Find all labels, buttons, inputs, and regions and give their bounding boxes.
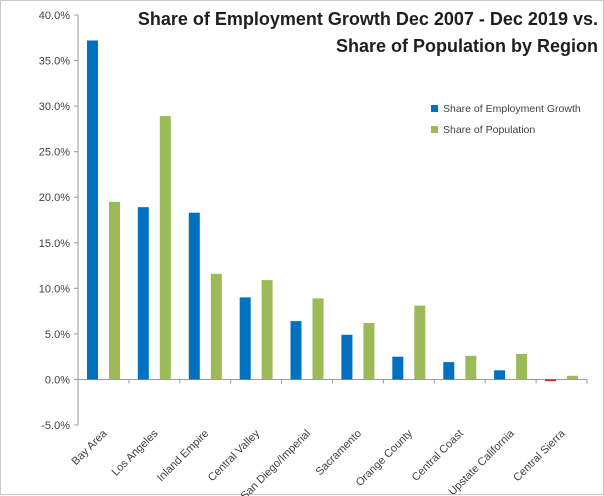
y-tick-label: 0.0% [45,374,70,386]
legend-swatch-0 [431,105,438,112]
category-label: Inland Empire [155,428,211,484]
y-tick-label: 30.0% [39,101,70,113]
category-label: Sacramento [314,428,364,478]
bar-population-9 [567,375,578,380]
legend-label-1: Share of Population [443,124,535,136]
bar-population-8 [516,353,528,380]
y-tick-label: 20.0% [39,192,70,204]
y-tick-label: 35.0% [39,56,70,68]
y-tick-label: -5.0% [41,420,70,432]
bar-employment-growth-7 [443,362,455,380]
category-label: Bay Area [70,427,111,468]
bar-population-0 [109,201,120,380]
y-tick-label: 40.0% [39,10,70,22]
category-label: Central Valley [206,427,263,484]
chart-title-line-1: Share of Employment Growth Dec 2007 - De… [138,9,598,29]
bar-employment-growth-3 [239,297,251,380]
bar-population-1 [159,116,171,380]
y-tick-label: 10.0% [39,283,70,295]
y-tick-label: 5.0% [45,329,70,341]
category-label: Central Sierra [511,427,568,484]
bar-population-5 [363,323,375,380]
bar-employment-growth-9 [545,379,556,382]
y-tick-label: 15.0% [39,238,70,250]
bar-population-6 [414,305,426,380]
chart-title-line-2: Share of Population by Region [336,36,598,56]
legend-swatch-1 [431,126,438,133]
bar-employment-growth-8 [494,370,506,380]
bar-employment-growth-2 [188,212,200,380]
bar-employment-growth-1 [137,207,149,380]
bar-employment-growth-4 [290,321,302,380]
bar-employment-growth-6 [392,356,404,380]
y-tick-label: 25.0% [39,147,70,159]
bar-population-7 [465,355,477,380]
bar-population-3 [261,280,273,380]
bar-population-2 [210,273,222,380]
bar-population-4 [312,298,324,380]
bar-employment-growth-0 [87,40,98,380]
category-label: Los Angeles [110,427,161,478]
category-label: Central Coast [410,428,466,484]
bar-employment-growth-5 [341,334,353,380]
legend-label-0: Share of Employment Growth [443,103,581,115]
